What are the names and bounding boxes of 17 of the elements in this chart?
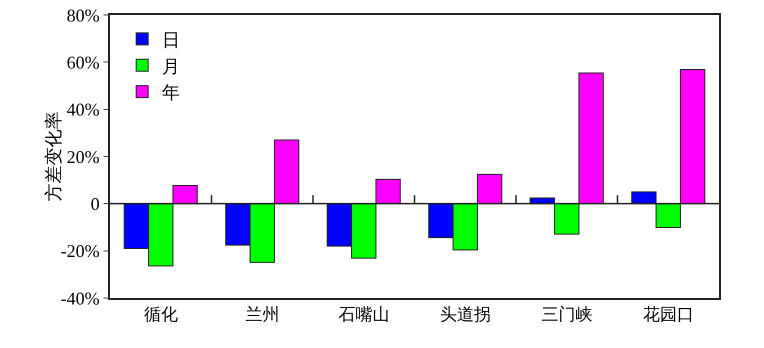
y-tick-label: 20% — [66, 146, 100, 167]
x-tick-label: 兰州 — [245, 305, 280, 326]
y-tick-label: 0 — [90, 194, 100, 214]
y-tick-label: -20% — [60, 241, 100, 262]
legend-label: 月 — [162, 56, 180, 76]
legend-label: 年 — [162, 82, 180, 103]
x-tick-label: 石嘴山 — [338, 305, 390, 326]
legend-label: 日 — [162, 30, 180, 50]
x-tick-label: 花园口 — [642, 305, 694, 326]
x-tick-label: 三门峡 — [541, 305, 592, 326]
y-axis-title: 方差变化率 — [44, 112, 65, 202]
y-tick-label: 80% — [66, 5, 100, 26]
x-tick-label: 循化 — [144, 305, 178, 326]
y-tick-label: -40% — [60, 288, 100, 308]
x-tick-label: 头道拐 — [440, 305, 491, 326]
y-tick-label: 60% — [66, 52, 100, 72]
y-tick-label: 40% — [66, 100, 100, 120]
